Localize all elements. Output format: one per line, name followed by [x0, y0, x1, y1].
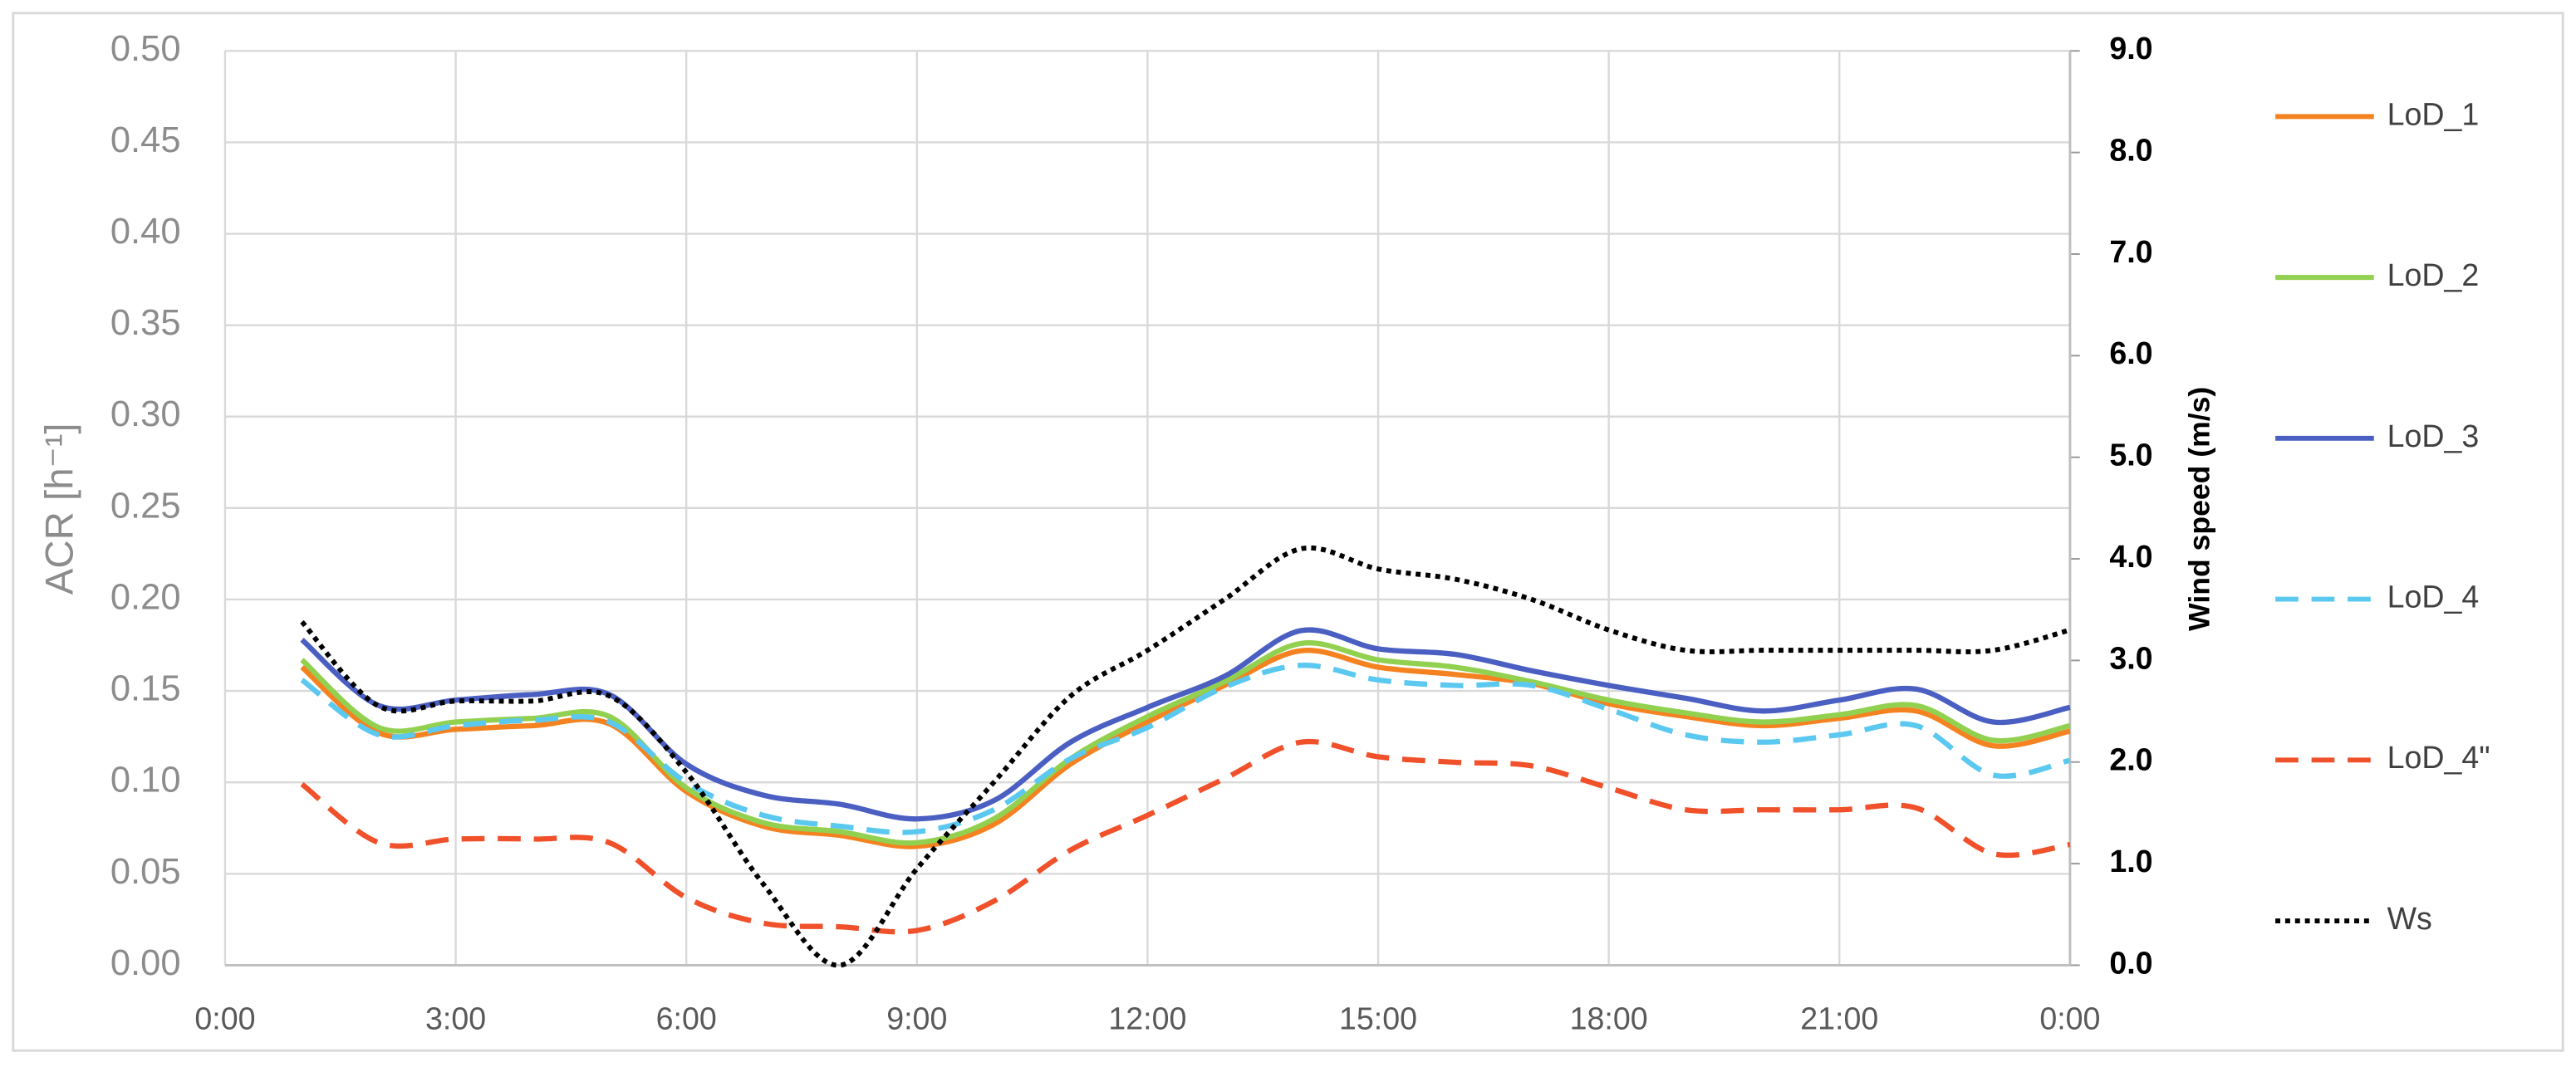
- y-tick-label: 0.50: [110, 29, 181, 69]
- y-tick-label: 0.45: [110, 120, 181, 160]
- x-tick-label: 0:00: [194, 1001, 255, 1036]
- chart-border: [12, 12, 2564, 1052]
- legend-label: LoD_3: [2387, 418, 2480, 453]
- series-line: [300, 545, 2071, 968]
- series-line: [300, 738, 2071, 935]
- y-tick-label: 0.20: [110, 577, 181, 617]
- y-tick-label: 0.35: [110, 303, 181, 343]
- y2-tick-label: 0.0: [2109, 945, 2152, 980]
- series-line: [300, 640, 2071, 846]
- legend-label: LoD_2: [2387, 257, 2480, 292]
- y-tick-label: 0.05: [110, 852, 181, 892]
- y-tick-label: 0.30: [110, 394, 181, 434]
- y-tick-label: 0.25: [110, 486, 181, 526]
- y2-tick-label: 9.0: [2109, 31, 2152, 66]
- x-tick-label: 6:00: [656, 1001, 717, 1036]
- y2-tick-label: 1.0: [2109, 844, 2152, 879]
- y2-tick-label: 5.0: [2109, 438, 2152, 472]
- y2-tick-label: 6.0: [2109, 335, 2152, 370]
- x-tick-label: 12:00: [1108, 1001, 1186, 1036]
- x-tick-label: 18:00: [1570, 1001, 1648, 1036]
- y2-tick-label: 4.0: [2109, 539, 2152, 574]
- y-axis-title: ACR [h⁻¹]: [38, 423, 82, 595]
- legend-label: LoD_1: [2387, 96, 2480, 131]
- series-line: [300, 663, 2071, 835]
- y2-axis-title: Wind speed (m/s): [2182, 387, 2215, 631]
- x-tick-label: 9:00: [886, 1001, 947, 1036]
- legend-label: LoD_4: [2387, 580, 2480, 614]
- y2-tick-label: 3.0: [2109, 640, 2152, 675]
- y2-tick-label: 2.0: [2109, 742, 2152, 777]
- x-tick-label: 3:00: [425, 1001, 486, 1036]
- y-tick-label: 0.00: [110, 943, 181, 983]
- series-line: [300, 648, 2071, 849]
- legend-label: LoD_4": [2387, 740, 2490, 775]
- y-tick-label: 0.15: [110, 669, 181, 709]
- y-tick-label: 0.40: [110, 212, 181, 252]
- legend-label: Ws: [2387, 901, 2432, 936]
- y2-tick-label: 8.0: [2109, 133, 2152, 168]
- y-tick-label: 0.10: [110, 761, 181, 800]
- x-tick-label: 21:00: [1800, 1001, 1878, 1036]
- x-tick-label: 15:00: [1339, 1001, 1417, 1036]
- y2-tick-label: 7.0: [2109, 234, 2152, 269]
- x-tick-label: 0:00: [2039, 1001, 2100, 1036]
